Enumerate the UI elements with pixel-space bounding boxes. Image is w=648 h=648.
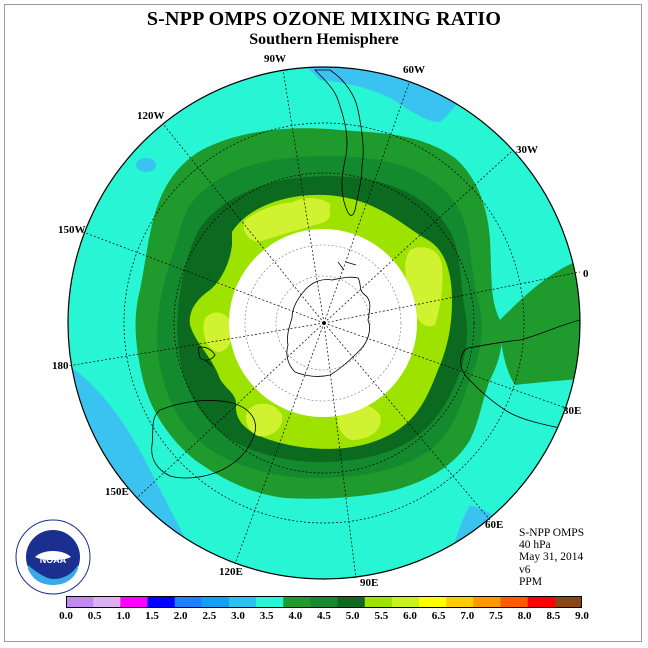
colorbar-label: 2.5 <box>202 610 217 622</box>
info-instrument: S-NPP OMPS <box>519 527 585 539</box>
lon-label-60e: 60E <box>485 519 503 531</box>
colorbar-swatch <box>120 596 148 608</box>
colorbar-swatch <box>364 596 393 608</box>
lon-label-90w: 90W <box>264 53 286 65</box>
info-level: 40 hPa <box>519 539 551 552</box>
colorbar-label: 1.0 <box>116 610 131 622</box>
colorbar-label: 3.0 <box>231 610 245 622</box>
colorbar-swatch <box>310 596 339 608</box>
lon-label-150e: 150E <box>105 486 129 498</box>
noaa-logo: NOAA <box>15 519 91 595</box>
lon-label-180: 180 <box>52 360 69 372</box>
lon-label-0: 0 <box>583 268 589 280</box>
ozone-band-3-0-west-spot <box>136 158 156 172</box>
lon-label-90e: 90E <box>360 577 378 589</box>
colorbar-swatch <box>527 596 556 608</box>
meridians <box>67 69 581 579</box>
lon-label-120w: 120W <box>137 110 165 122</box>
colorbar-swatch <box>256 596 284 608</box>
coastlines <box>151 69 580 479</box>
colorbar-swatch <box>391 596 420 608</box>
map-boundary <box>67 66 581 580</box>
colorbar-swatch <box>446 596 474 608</box>
info-units: PPM <box>519 575 543 588</box>
colorbar-label: 7.5 <box>489 610 503 622</box>
lon-label-120e: 120E <box>219 566 243 578</box>
ozone-band-4-0-east-lobe <box>500 262 580 385</box>
colorbar-swatch <box>419 596 447 608</box>
info-version: v6 <box>519 563 531 576</box>
colorbar-swatch <box>147 596 176 608</box>
ozone-band-6-0-patches <box>203 198 443 440</box>
colorbar-label: 4.5 <box>317 610 331 622</box>
colorbar-label: 6.0 <box>403 610 417 622</box>
noaa-logo-text: NOAA <box>40 555 67 565</box>
colorbar-label: 9.0 <box>575 610 589 622</box>
colorbar-label: 3.5 <box>259 610 274 622</box>
colorbar-label: 0.0 <box>59 610 73 622</box>
africa-coast <box>460 319 580 431</box>
page-subtitle: Southern Hemisphere <box>249 31 399 48</box>
colorbar <box>66 596 582 608</box>
colorbar-label: 7.0 <box>460 610 475 622</box>
colorbar-swatch <box>500 596 529 608</box>
colorbar-label: 2.0 <box>173 610 188 622</box>
lon-label-150w: 150W <box>58 224 86 236</box>
colorbar-swatch <box>283 596 311 608</box>
colorbar-label: 8.5 <box>546 610 561 622</box>
colorbar-label: 5.0 <box>345 610 360 622</box>
map-disk <box>68 67 580 579</box>
colorbar-swatch <box>337 596 366 608</box>
colorbar-swatch <box>93 596 121 608</box>
polar-inner-graticule <box>244 244 402 402</box>
colorbar-border <box>66 596 582 608</box>
colorbar-label: 1.5 <box>145 610 159 622</box>
colorbar-label: 6.5 <box>431 610 446 622</box>
figure-frame <box>4 4 642 642</box>
colorbar-swatch <box>174 596 203 608</box>
plot-info: S-NPP OMPS 40 hPa May 31, 2014 v6 PPM <box>519 527 584 588</box>
colorbar-label: 0.5 <box>87 610 102 622</box>
parallels <box>123 122 525 524</box>
lon-label-30w: 30W <box>516 144 538 156</box>
south-america-coast <box>314 69 364 216</box>
lon-label-60w: 60W <box>403 64 425 76</box>
south-pole-marker <box>322 321 326 325</box>
colorbar-swatch <box>473 596 502 608</box>
colorbar-label: 8.0 <box>517 610 532 622</box>
australia-coast <box>151 400 256 479</box>
colorbar-swatch <box>66 596 94 608</box>
info-date: May 31, 2014 <box>519 551 584 564</box>
colorbar-label: 5.5 <box>374 610 389 622</box>
lon-label-30e: 30E <box>563 405 581 417</box>
colorbar-swatch <box>228 596 257 608</box>
colorbar-labels: 0.0 0.5 1.0 1.5 2.0 2.5 3.0 3.5 4.0 4.5 5.0 5.5 6.0 6… <box>0 610 648 624</box>
page-title: S-NPP OMPS OZONE MIXING RATIO <box>146 8 502 30</box>
colorbar-label: 4.0 <box>288 610 303 622</box>
new-zealand-coast <box>197 346 216 367</box>
colorbar-swatch <box>201 596 230 608</box>
colorbar-swatch <box>554 596 582 608</box>
